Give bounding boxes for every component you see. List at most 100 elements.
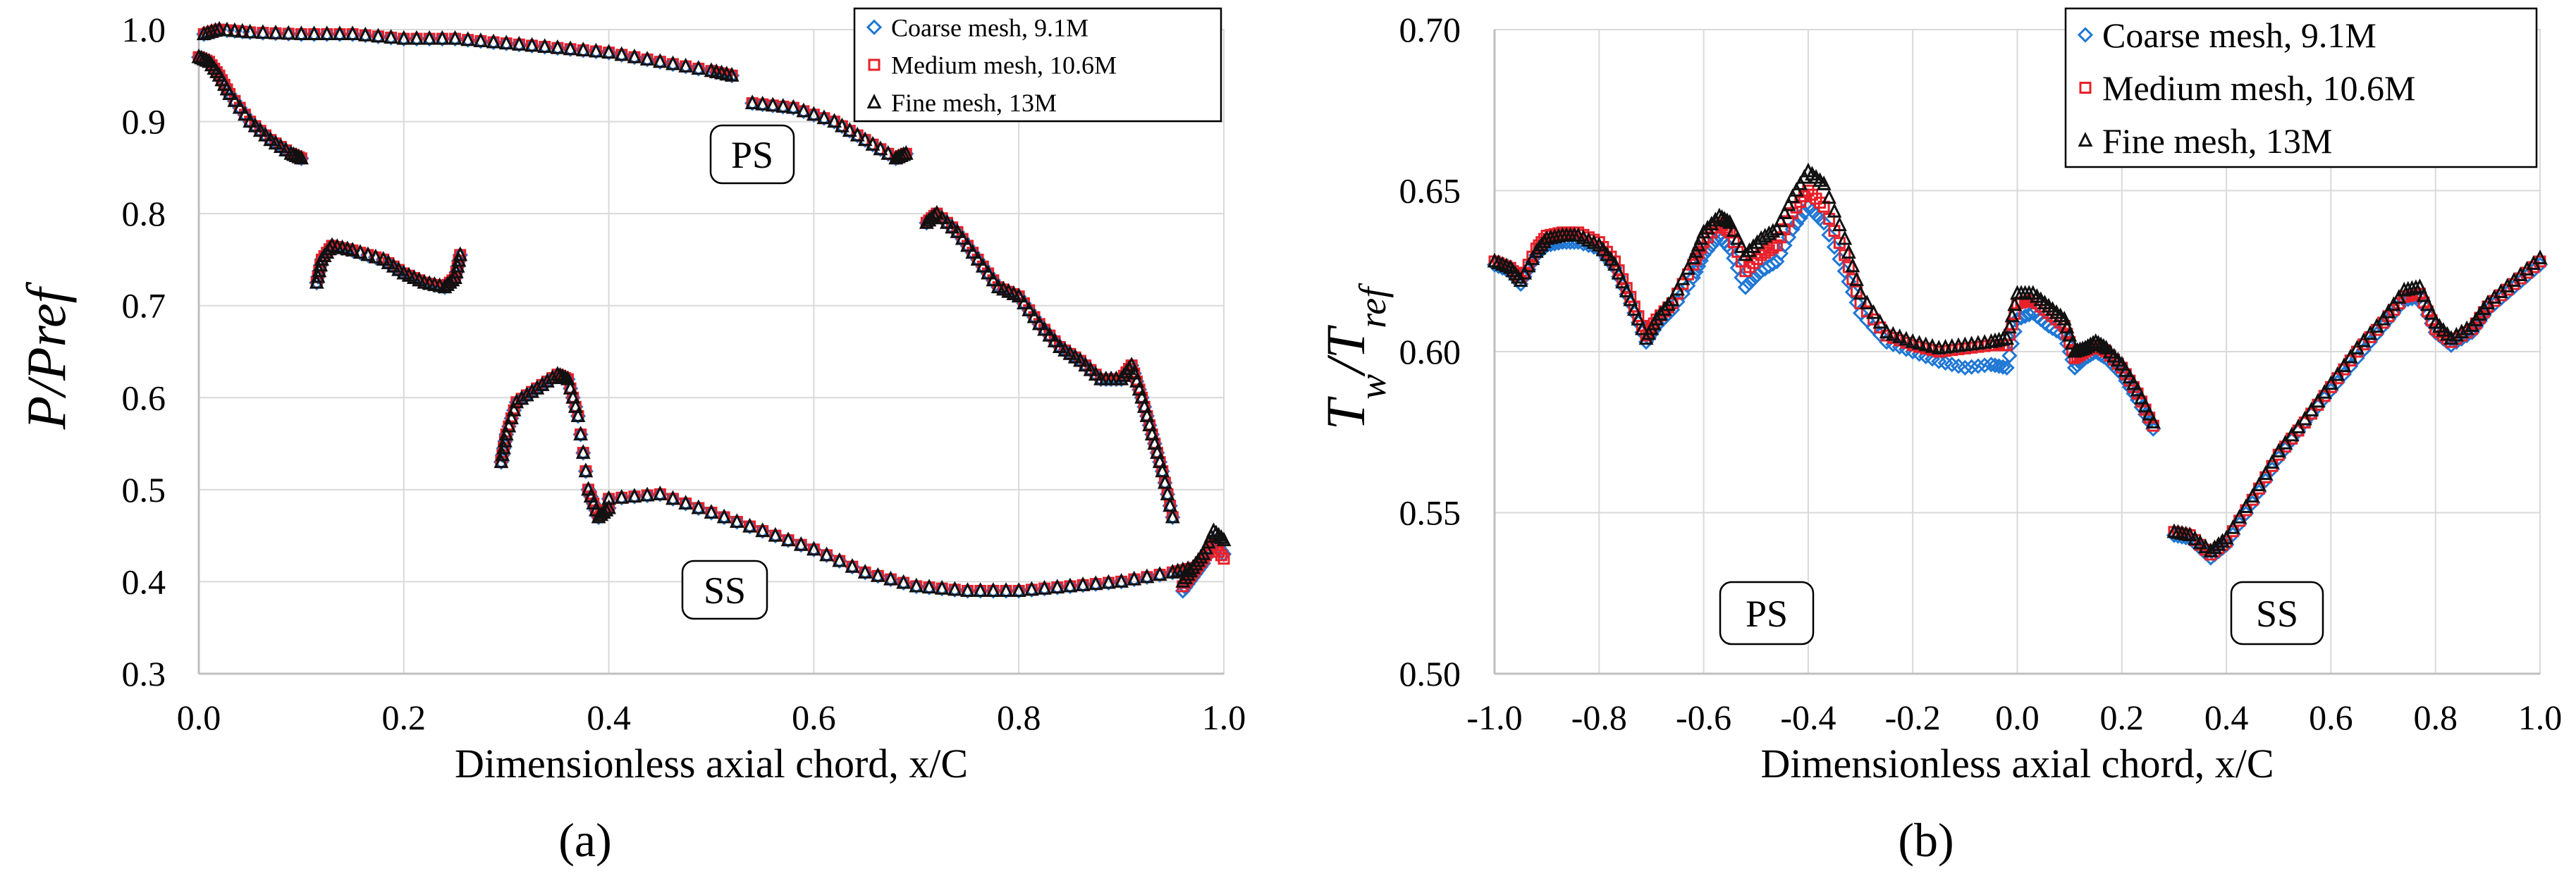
data-point [1849,271,1864,286]
data-point [368,248,384,264]
data-point [504,409,519,425]
data-point [1157,474,1172,489]
data-point [1765,256,1781,272]
data-point [921,579,937,594]
data-point [386,257,401,273]
legend-marker [866,19,883,35]
data-point [575,42,591,56]
data-point [534,376,550,391]
data-point [1719,212,1735,228]
data-point [2001,319,2017,334]
y-tick-label: 0.60 [1399,332,1461,371]
data-point [2134,389,2149,405]
data-point [1022,301,1037,316]
data-point [2192,534,2208,550]
y-tick-label: 0.65 [1399,171,1461,211]
data-point [1899,331,1914,346]
data-point [780,531,796,547]
data-point [666,490,680,505]
legend-label: Coarse mesh, 9.1M [2102,16,2376,55]
data-point [227,92,243,107]
legend-label: Medium mesh, 10.6M [2102,68,2415,108]
data-point [1052,338,1067,353]
data-point [2225,519,2240,534]
y-tick-label: 0.9 [122,102,166,142]
data-point [293,149,309,165]
annotation-ss: SS [2256,593,2298,635]
data-point [2297,410,2312,426]
data-point [345,242,360,257]
data-point [1912,335,1927,350]
data-point [883,570,898,586]
data-point [1994,359,2011,375]
data-point [857,131,873,147]
y-axis-title: Tw/Tref [1315,283,1394,430]
legend-box [853,7,1222,123]
data-point [614,46,630,61]
data-point [704,504,719,519]
data-point [409,30,424,45]
data-point [238,106,252,121]
data-point [1845,257,1860,273]
data-point [332,25,348,41]
data-point [1150,444,1165,459]
data-point [293,25,309,41]
data-point [2182,526,2197,541]
x-tick-label: 0.6 [792,698,836,737]
data-point [506,401,522,416]
data-point [2412,278,2427,294]
data-point [252,122,268,137]
data-point [816,109,832,125]
y-tick-label: 0.7 [122,286,166,326]
data-point [986,271,1001,287]
data-point [345,25,360,41]
data-point [1712,207,1727,223]
data-point [2290,419,2306,433]
data-point [806,541,821,556]
data-point [1607,256,1622,271]
data-point [881,144,896,160]
data-point [909,577,924,593]
annotation-box-ps [1719,581,1815,646]
y-tick-label: 0.50 [1399,654,1461,693]
data-point [2454,323,2470,339]
y-tick-label: 0.3 [122,654,166,693]
data-point [258,126,273,142]
data-point [2271,443,2286,458]
x-tick-label: 0.4 [587,698,631,737]
data-point [2532,249,2548,264]
data-point [2284,426,2300,442]
data-point [2420,296,2436,311]
data-point [1635,320,1650,335]
data-point [1211,526,1227,542]
data-point [1773,212,1789,228]
data-point [357,26,373,42]
data-point [793,536,809,551]
data-point [2130,381,2145,397]
chart-panel-b: -1.0 -0.8 -0.6 -0.4 -0.2 0.0 0.2 0.4 0.6 0.8 1.0 0.… [1315,7,2562,867]
data-point [896,146,912,161]
data-point [1841,244,1856,259]
x-axis-title: Dimensionless axial chord, x/C [1760,741,2274,786]
data-point [525,383,539,398]
data-point [601,490,617,505]
data-point [1769,220,1784,235]
data-point [1088,575,1103,591]
data-point [1827,202,1842,218]
data-point [2362,325,2378,340]
data-point [1796,204,1813,221]
data-point [1696,223,1712,239]
data-point [2188,530,2203,545]
panel-label: (b) [1898,813,1954,867]
data-point [1611,264,1626,280]
data-point [1623,291,1638,307]
data-point [1525,250,1540,266]
data-point [691,499,706,514]
data-point [376,251,391,266]
data-point [1792,210,1808,226]
legend-label: Medium mesh, 10.6M [891,51,1117,80]
data-point [371,27,386,43]
data-point [578,462,594,478]
data-point [263,131,278,147]
